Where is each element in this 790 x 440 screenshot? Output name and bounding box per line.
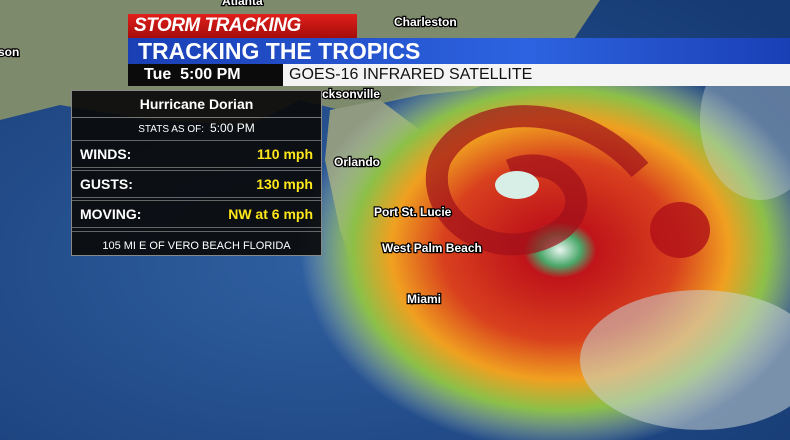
clouds	[580, 290, 790, 430]
as-of-time: 5:00 PM	[210, 121, 255, 135]
as-of: STATS AS OF: 5:00 PM	[72, 118, 321, 138]
city-label: Atlanta	[222, 0, 263, 8]
storm-name: Hurricane Dorian	[72, 91, 321, 118]
source-label: GOES-16 INFRARED SATELLITE	[283, 64, 790, 86]
spiral-band	[425, 105, 649, 256]
stat-row: GUSTS: 130 mph	[72, 170, 321, 198]
city-label: Miami	[407, 292, 441, 306]
stat-value: 130 mph	[256, 176, 313, 192]
city-label: Port St. Lucie	[374, 205, 452, 219]
city-label: Orlando	[334, 155, 380, 169]
alert-banner: STORM TRACKING ALERT	[128, 14, 357, 60]
city-label: son	[0, 45, 19, 59]
stat-row: WINDS: 110 mph	[72, 140, 321, 168]
stat-label: WINDS:	[80, 146, 132, 162]
title-banner: TRACKING THE TROPICS	[128, 38, 790, 64]
stats-box: Hurricane Dorian STATS AS OF: 5:00 PM WIN…	[71, 90, 322, 256]
stat-row: MOVING: NW at 6 mph	[72, 200, 321, 228]
as-of-label: STATS AS OF:	[138, 124, 205, 135]
storm-location: 105 MI E OF VERO BEACH FLORIDA	[72, 231, 321, 260]
cell	[650, 202, 710, 258]
city-label: Charleston	[394, 15, 457, 29]
stat-label: MOVING:	[80, 206, 142, 222]
stat-value: 110 mph	[256, 146, 313, 162]
eye	[495, 171, 539, 199]
city-label: cksonville	[322, 87, 380, 101]
stat-label: GUSTS:	[80, 176, 133, 192]
city-label: West Palm Beach	[382, 241, 482, 255]
stat-value: NW at 6 mph	[228, 206, 313, 222]
time-label: Tue 5:00 PM	[128, 64, 283, 86]
